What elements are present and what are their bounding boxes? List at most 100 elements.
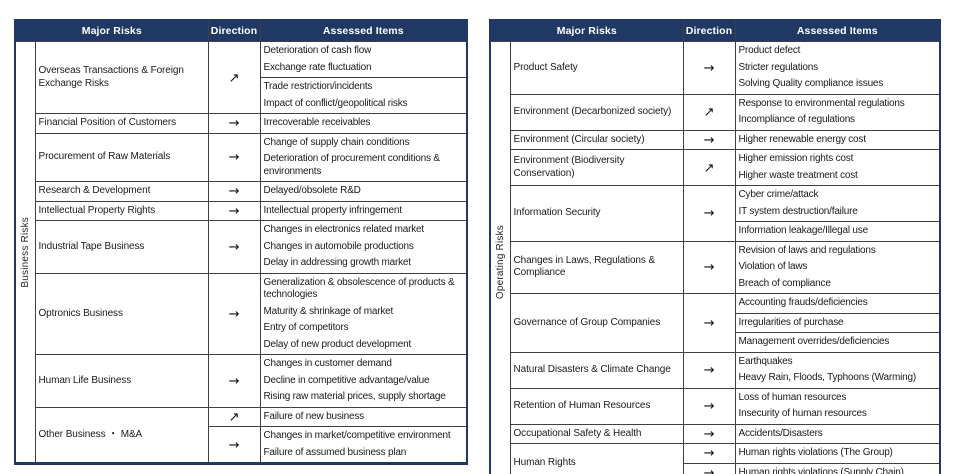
direction-cell: → xyxy=(682,387,736,425)
assessed-item: Deterioration of procurement conditions … xyxy=(263,153,441,177)
direction-cell: → xyxy=(682,129,736,150)
assessed-item: Cyber crime/attack xyxy=(738,189,819,200)
major-risk-cell: Product Safety xyxy=(509,41,684,95)
assessed-item: Delay of new product development xyxy=(263,338,412,350)
business-risks-side-label-cell: Business Risks xyxy=(14,41,36,464)
major-risk-cell: Industrial Tape Business xyxy=(34,220,209,274)
assessed-item: Changes in electronics related market xyxy=(263,224,425,235)
assessed-item: Failure of assumed business plan xyxy=(263,446,407,458)
direction-cell: → xyxy=(682,351,736,389)
assessed-items-header: Assessed Items xyxy=(259,19,468,42)
direction-cell: ↗ xyxy=(207,406,261,427)
trend-right-arrow-icon: → xyxy=(228,239,240,255)
direction-cell: ↗ xyxy=(682,149,736,186)
major-risk-cell: Research & Development xyxy=(34,181,209,202)
direction-cell: → xyxy=(682,443,736,464)
table-row: Occupational Safety & Health → Accidents/D… xyxy=(490,423,941,444)
trend-right-arrow-icon: → xyxy=(228,150,240,166)
assessed-items-cell: Changes in market/competitive environmen… xyxy=(259,426,468,464)
trend-up-right-arrow-icon: ↗ xyxy=(703,160,715,176)
trend-right-arrow-icon: → xyxy=(228,306,240,322)
assessed-items-cell: Higher renewable energy cost xyxy=(734,129,941,150)
table-row: Intellectual Property Rights → Intellectua… xyxy=(15,200,468,221)
direction-cell: → xyxy=(682,293,736,353)
assessed-items-cell: Response to environmental regulations Inc… xyxy=(734,93,941,131)
assessed-items-cell: Failure of new business xyxy=(259,406,468,427)
assessed-items-cell: Information leakage/Illegal use xyxy=(734,221,941,242)
direction-cell: → xyxy=(682,240,736,294)
assessed-item: Human rights violations (The Group) xyxy=(738,447,893,458)
direction-cell: → xyxy=(682,423,736,444)
table-row: Changes in Laws, Regulations & Complianc… xyxy=(490,240,941,294)
direction-cell: → xyxy=(682,185,736,242)
trend-right-arrow-icon: → xyxy=(703,465,715,474)
table-row: Optronics Business → Generalization & obso… xyxy=(15,272,468,355)
assessed-item: Changes in customer demand xyxy=(263,358,392,369)
trend-right-arrow-icon: → xyxy=(228,373,240,389)
business-risks-table-container: Major Risks Direction Assessed Items Busine… xyxy=(14,19,468,465)
trend-right-arrow-icon: → xyxy=(228,437,240,453)
assessed-items-cell: Accidents/Disasters xyxy=(734,423,941,444)
assessed-item: Change of supply chain conditions xyxy=(263,136,410,148)
assessed-item: Maturity & shrinkage of market xyxy=(263,305,394,317)
assessed-item: Trade restriction/incidents xyxy=(263,81,373,92)
assessed-items-cell: Irrecoverable receivables xyxy=(259,113,468,134)
assessed-item: Response to environmental regulations xyxy=(738,97,905,109)
assessed-item: Stricter regulations xyxy=(738,61,819,73)
table-row: Financial Position of Customers → Irrecove… xyxy=(15,113,468,134)
assessed-item: Entry of competitors xyxy=(263,322,349,333)
major-risk-cell: Environment (Decarbonized society) xyxy=(509,93,684,131)
assessed-items-cell: Generalization & obsolescence of product… xyxy=(259,272,468,355)
assessed-items-cell: Changes in customer demand Decline in com… xyxy=(259,354,468,408)
table-row: Human Rights → Human rights violations (Th… xyxy=(490,443,941,474)
direction-cell: → xyxy=(207,200,261,221)
major-risk-cell: Natural Disasters & Climate Change xyxy=(509,351,684,389)
table-row: Information Security → Cyber crime/attack I… xyxy=(490,185,941,242)
trend-right-arrow-icon: → xyxy=(703,315,715,331)
assessed-item: Revision of laws and regulations xyxy=(738,244,876,256)
table-row: Operating Risks Product Safety → Product de… xyxy=(489,41,941,474)
table-row: → Human rights violations (Supply Chain) xyxy=(490,462,941,474)
assessed-item: Violation of laws xyxy=(738,261,808,272)
assessed-items-cell: Management overrides/deficiencies xyxy=(734,332,941,353)
table-row: Other Business ・ M&A ↗ Failure of new busi… xyxy=(15,406,468,464)
major-risk-cell: Intellectual Property Rights xyxy=(34,200,209,221)
major-risk-cell: Other Business ・ M&A xyxy=(34,406,209,464)
table-row: → Changes in market/competitive environme… xyxy=(15,426,468,464)
assessed-items-cell: Revision of laws and regulations Violatio… xyxy=(734,240,941,294)
operating-risks-side-label-cell: Operating Risks xyxy=(489,41,511,474)
assessed-items-cell: Trade restriction/incidents Impact of con… xyxy=(259,77,468,114)
trend-right-arrow-icon: → xyxy=(228,184,240,200)
trend-right-arrow-icon: → xyxy=(703,206,715,222)
table-row: Human Life Business → Changes in customer … xyxy=(15,354,468,408)
assessed-item: Exchange rate fluctuation xyxy=(263,61,372,73)
assessed-items-cell: Higher emission rights cost Higher waste … xyxy=(734,149,941,186)
assessed-items-cell: Human rights violations (Supply Chain) xyxy=(734,462,941,474)
trend-right-arrow-icon: → xyxy=(703,426,715,442)
direction-cell: → xyxy=(207,426,261,464)
trend-right-arrow-icon: → xyxy=(703,363,715,378)
trend-right-arrow-icon: → xyxy=(703,60,715,76)
table-row: Environment (Decarbonized society) ↗ Respo… xyxy=(490,93,941,131)
major-risk-cell: Changes in Laws, Regulations & Complianc… xyxy=(509,240,684,294)
major-risks-header: Major Risks xyxy=(489,19,684,42)
direction-cell: → xyxy=(207,181,261,202)
major-risk-cell: Occupational Safety & Health xyxy=(509,423,684,444)
major-risk-cell: Information Security xyxy=(509,185,684,242)
major-risk-cell: Financial Position of Customers xyxy=(34,113,209,134)
direction-cell: → xyxy=(207,113,261,134)
assessed-item: Accidents/Disasters xyxy=(738,427,823,439)
assessed-item: Impact of conflict/geopolitical risks xyxy=(263,97,408,109)
table-row: Research & Development → Delayed/obsolete … xyxy=(15,181,468,202)
assessed-items-cell: Deterioration of cash flow Exchange rate … xyxy=(259,41,468,78)
assessed-item: Earthquakes xyxy=(738,355,793,367)
table-row: Retention of Human Resources → Loss of hum… xyxy=(490,387,941,425)
assessed-item: Information leakage/Illegal use xyxy=(738,225,869,236)
major-risk-cell: Environment (Circular society) xyxy=(509,129,684,150)
assessed-item: Higher waste treatment cost xyxy=(738,169,858,181)
direction-cell: → xyxy=(682,462,736,474)
major-risk-cell: Governance of Group Companies xyxy=(509,293,684,353)
direction-cell: → xyxy=(207,272,261,355)
trend-up-right-arrow-icon: ↗ xyxy=(228,409,240,425)
